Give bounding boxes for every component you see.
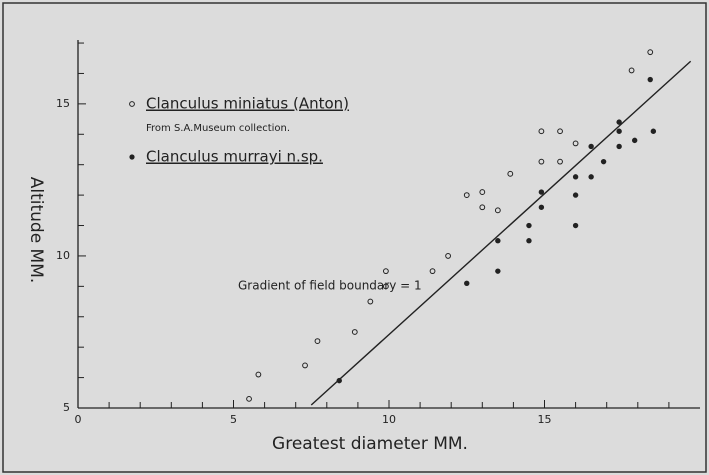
legend-marker [129, 154, 135, 160]
data-point [255, 371, 262, 378]
data-point [495, 268, 501, 274]
data-point [367, 298, 374, 305]
data-point [495, 238, 501, 244]
data-point [246, 395, 252, 402]
data-point [479, 204, 486, 211]
data-point [526, 222, 532, 229]
data-point [572, 192, 579, 198]
data-point [538, 158, 545, 165]
legend-marker [129, 101, 135, 107]
data-point [647, 76, 653, 83]
data-point [494, 207, 501, 214]
data-point [463, 192, 470, 199]
x-tick-label: 10 [382, 413, 396, 426]
data-point [616, 143, 622, 150]
data-point [314, 338, 321, 344]
data-point [507, 170, 514, 177]
annotation: Gradient of field boundary = 1 [238, 279, 422, 293]
data-point [631, 137, 638, 144]
legend-label: Clanculus miniatus (Anton) [146, 95, 349, 113]
data-point [538, 128, 545, 135]
x-tick-label: 15 [538, 413, 552, 426]
data-point [616, 119, 622, 125]
boundary-line [310, 60, 692, 406]
data-point [479, 189, 486, 195]
x-axis-label: Greatest diameter MM. [272, 434, 468, 454]
data-point [572, 174, 579, 180]
data-point [572, 140, 579, 147]
data-point [445, 253, 451, 259]
data-point [647, 49, 654, 56]
data-point [302, 362, 308, 369]
data-point [464, 280, 470, 287]
data-point [557, 158, 563, 165]
legend-note: From S.A.Museum collection. [146, 123, 290, 134]
y-tick-label: 15 [56, 97, 70, 110]
data-point [382, 283, 389, 290]
data-point [572, 222, 579, 229]
y-tick-label: 10 [56, 249, 70, 262]
data-point [538, 189, 545, 195]
data-point [628, 67, 635, 74]
data-point [616, 128, 622, 134]
y-axis-label: Altitude MM. [26, 177, 46, 284]
data-point [588, 143, 594, 150]
data-point [600, 158, 607, 165]
data-point [650, 128, 657, 134]
data-point [336, 377, 342, 384]
data-point [588, 174, 594, 180]
data-point [351, 329, 358, 335]
y-tick-label: 5 [63, 401, 70, 414]
data-point [526, 238, 532, 244]
data-point [382, 268, 389, 275]
x-tick-label: 0 [75, 413, 82, 426]
data-point [429, 268, 436, 275]
data-point [557, 128, 563, 135]
x-tick-label: 5 [230, 413, 237, 426]
data-point [538, 204, 545, 210]
legend-label: Clanculus murrayi n.sp. [146, 148, 323, 166]
